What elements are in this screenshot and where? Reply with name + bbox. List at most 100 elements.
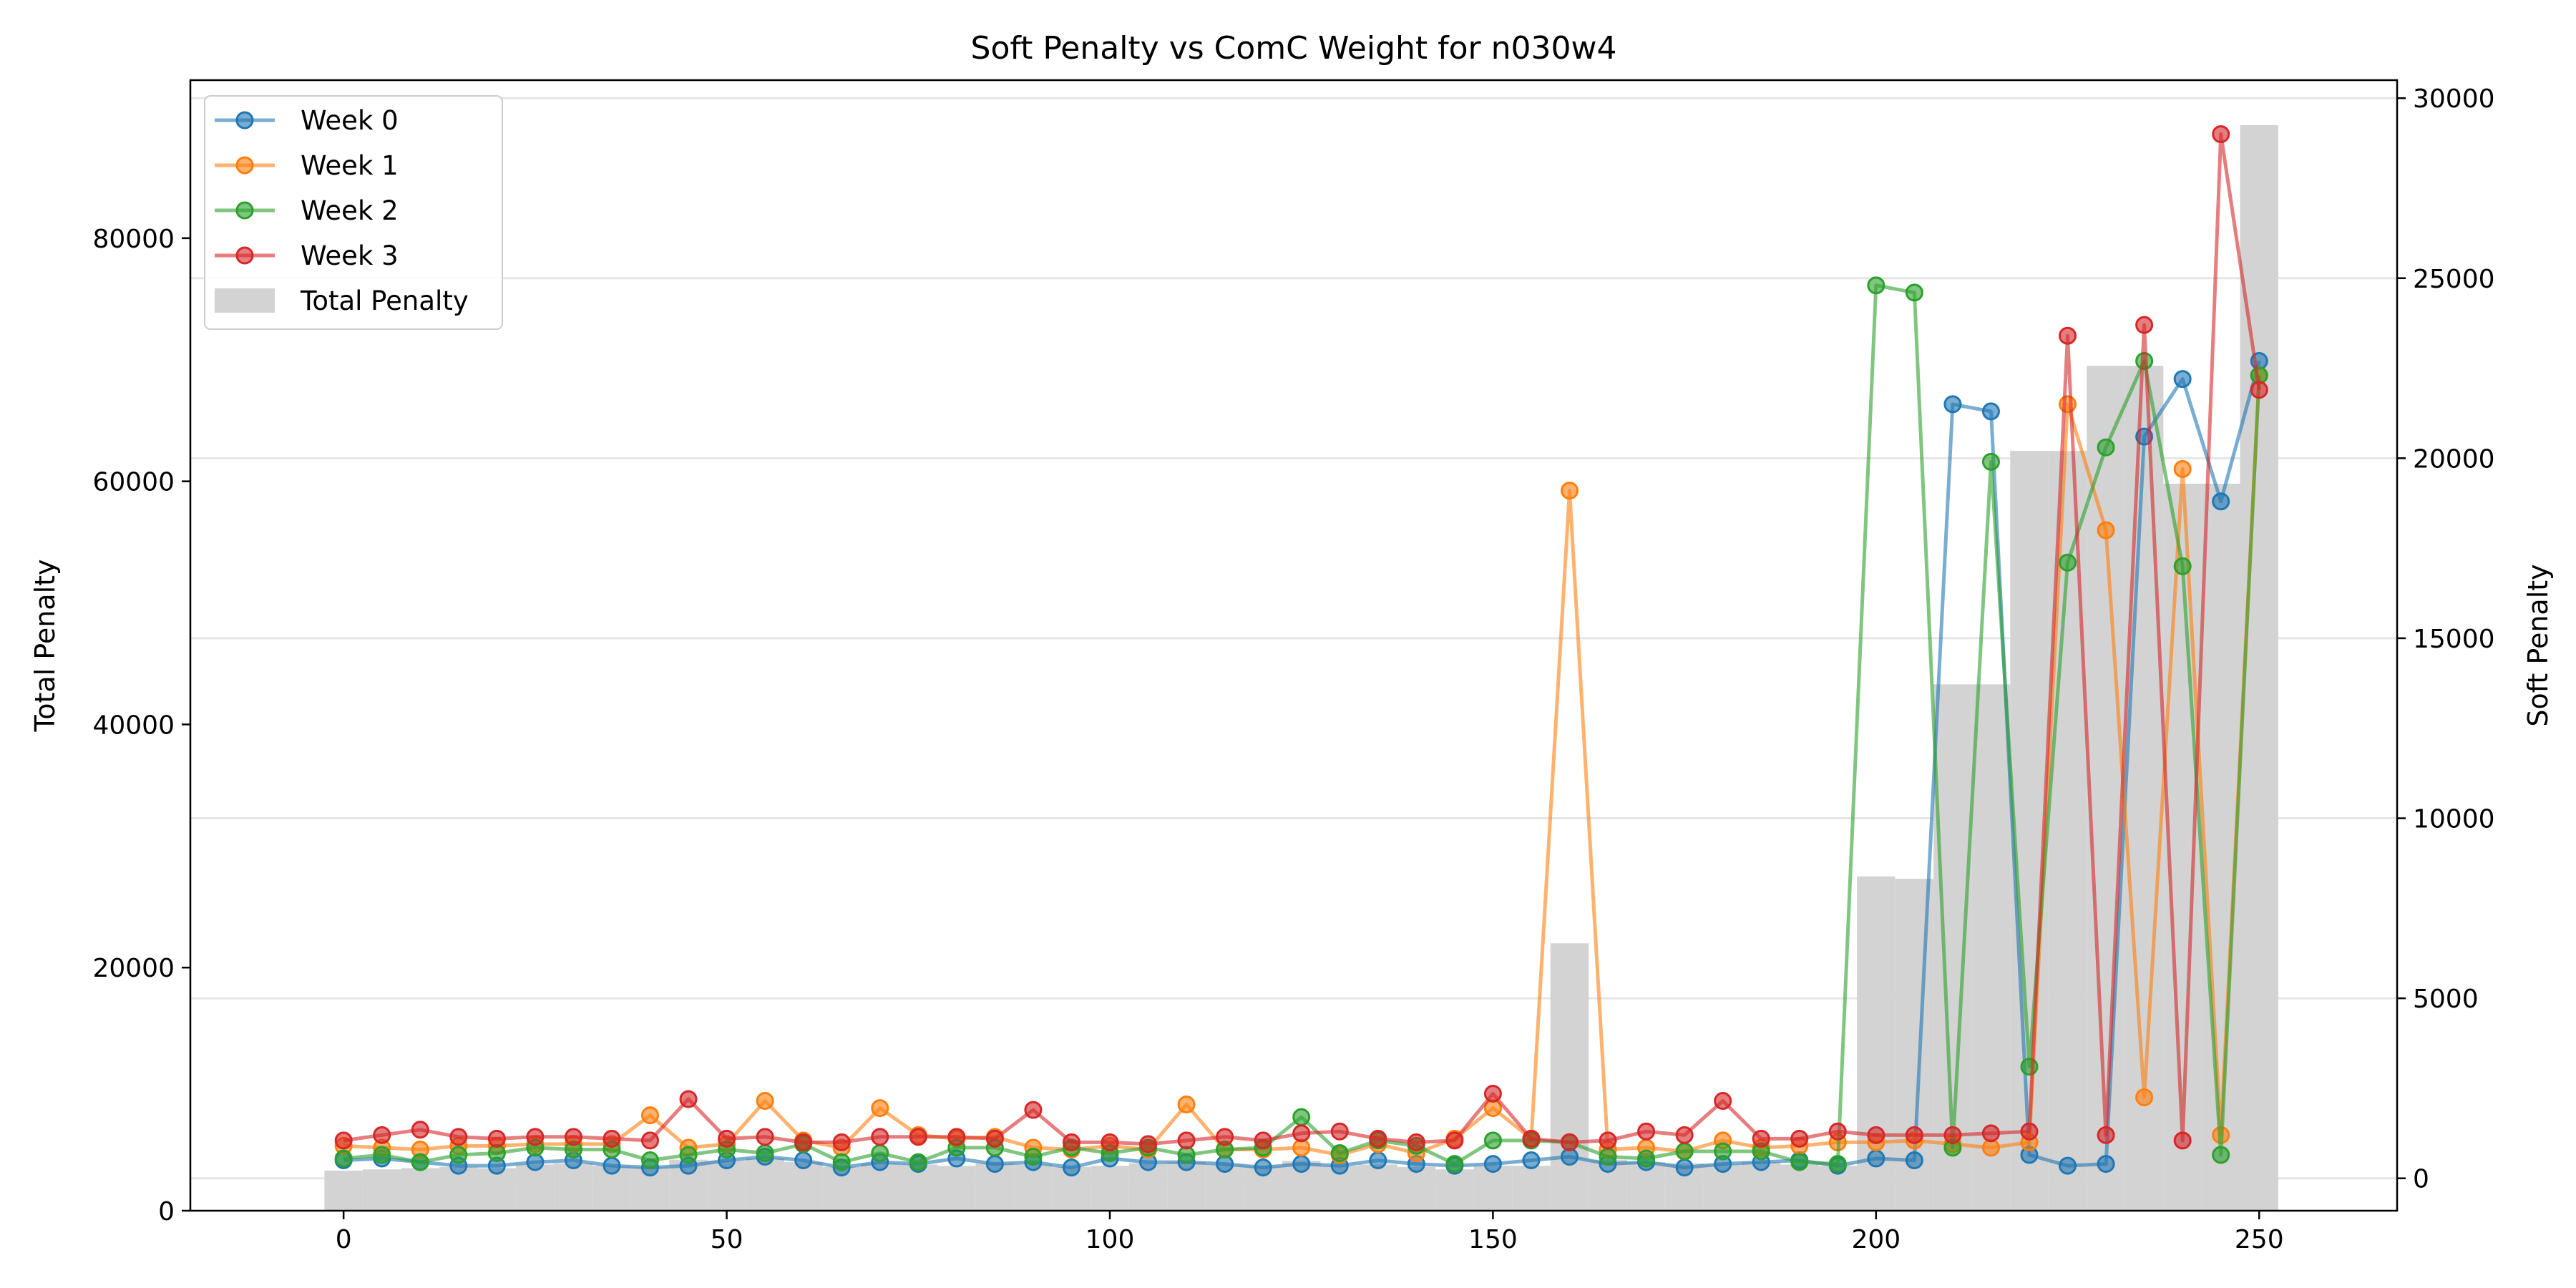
data-point — [334, 1131, 353, 1150]
data-point — [718, 1129, 736, 1148]
legend: Week 0 Week 1 Week 2 Week 3 Total Penalty — [204, 95, 503, 330]
data-point — [1177, 1131, 1196, 1150]
grid-layer — [190, 97, 2397, 1180]
data-point — [1981, 402, 2000, 421]
bar — [1971, 684, 2011, 1211]
data-point — [641, 1151, 659, 1170]
data-point — [487, 1129, 506, 1148]
data-point — [1522, 1151, 1541, 1170]
data-point — [1675, 1126, 1694, 1144]
data-point — [947, 1128, 966, 1146]
legend-bar-swatch — [215, 288, 275, 313]
y-left-tick-label: 40000 — [92, 711, 175, 740]
data-point — [1675, 1142, 1694, 1161]
data-point — [526, 1128, 545, 1146]
y-left-axis-label: Total Penalty — [29, 559, 61, 732]
x-tick-label: 200 — [1851, 1225, 1901, 1254]
data-point — [1867, 1149, 1885, 1168]
data-point — [373, 1146, 391, 1164]
legend-marker — [235, 246, 254, 265]
data-point — [449, 1146, 468, 1164]
data-point — [1369, 1151, 1387, 1170]
data-point — [1828, 1155, 1847, 1174]
data-point — [1445, 1131, 1464, 1150]
data-point — [1330, 1143, 1349, 1162]
y-left-tick-label: 80000 — [92, 225, 175, 254]
data-point — [1943, 395, 1962, 414]
bar — [554, 1163, 593, 1211]
data-point — [2097, 1155, 2115, 1174]
data-point — [1522, 1129, 1541, 1148]
line-layer — [334, 125, 2268, 1177]
bar — [784, 1162, 823, 1211]
data-point — [2173, 459, 2192, 478]
data-point — [1407, 1133, 1425, 1151]
data-point — [1790, 1129, 1809, 1148]
legend-label: Week 3 — [301, 240, 399, 271]
data-point — [871, 1099, 889, 1118]
data-point — [1101, 1133, 1119, 1151]
data-point — [832, 1153, 851, 1171]
data-point — [1790, 1153, 1809, 1171]
data-point — [679, 1146, 698, 1164]
bar — [1014, 1164, 1053, 1211]
legend-entries: Week 0 Week 1 Week 2 Week 3 Total Penalty — [215, 105, 469, 316]
data-point — [1445, 1155, 1464, 1174]
data-point — [1828, 1122, 1847, 1141]
x-tick-label: 100 — [1085, 1225, 1135, 1254]
x-tick-label: 150 — [1468, 1225, 1518, 1254]
axes-layer — [189, 79, 2399, 1212]
data-point — [2173, 1131, 2192, 1150]
data-point — [1062, 1158, 1080, 1177]
x-tick-label: 0 — [336, 1225, 352, 1254]
bar — [1397, 1166, 1436, 1211]
legend-label: Total Penalty — [300, 286, 469, 316]
y-right-tick-label: 0 — [2413, 1165, 2429, 1194]
data-point — [679, 1090, 698, 1108]
data-point — [2020, 1122, 2039, 1141]
data-point — [1483, 1155, 1502, 1174]
data-point — [1867, 276, 1885, 295]
bar — [324, 1170, 363, 1211]
data-point — [1292, 1124, 1311, 1143]
data-point — [871, 1128, 889, 1146]
data-point — [1599, 1148, 1617, 1166]
data-point — [641, 1131, 659, 1150]
y-right-tick-label: 25000 — [2413, 265, 2495, 294]
data-point — [1216, 1128, 1234, 1146]
x-tick-label: 250 — [2235, 1225, 2284, 1254]
data-point — [1024, 1148, 1043, 1166]
y-right-tick-label: 30000 — [2413, 84, 2495, 114]
bar — [1550, 943, 1589, 1211]
data-point — [985, 1129, 1004, 1148]
data-point — [1024, 1101, 1043, 1119]
data-point — [602, 1156, 621, 1175]
y-left-tick-label: 0 — [158, 1197, 175, 1226]
data-point — [2250, 381, 2268, 399]
legend-label: Week 2 — [301, 195, 399, 226]
data-point — [2212, 492, 2230, 511]
data-point — [1637, 1122, 1656, 1141]
legend-box — [204, 95, 503, 330]
legend-marker — [235, 201, 254, 220]
data-point — [756, 1092, 774, 1111]
bar — [516, 1164, 555, 1211]
data-point — [2097, 521, 2115, 540]
data-point — [1599, 1131, 1617, 1150]
data-point — [334, 1149, 353, 1168]
data-point — [1292, 1108, 1311, 1126]
data-point — [909, 1128, 927, 1146]
data-point — [1292, 1155, 1311, 1174]
data-point — [1483, 1131, 1502, 1150]
bar — [1128, 1163, 1168, 1211]
chart-title: Soft Penalty vs ComC Weight for n030w4 — [971, 30, 1617, 67]
data-point — [1330, 1122, 1349, 1141]
bar — [2087, 366, 2125, 1211]
data-point — [2173, 557, 2192, 575]
y-left-tick-label: 60000 — [92, 468, 175, 497]
data-point — [411, 1153, 429, 1171]
data-point — [1981, 1124, 2000, 1143]
data-point — [1905, 283, 1923, 302]
data-point — [1177, 1096, 1196, 1114]
